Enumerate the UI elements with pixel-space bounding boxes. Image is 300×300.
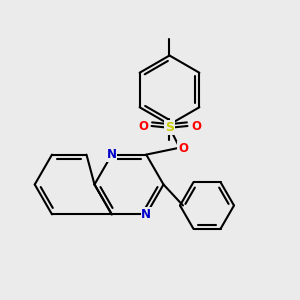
Text: S: S [165, 121, 174, 134]
Text: O: O [191, 119, 201, 133]
Text: O: O [178, 142, 188, 155]
Text: N: N [141, 208, 151, 221]
Text: N: N [107, 148, 117, 161]
Text: O: O [138, 119, 148, 133]
